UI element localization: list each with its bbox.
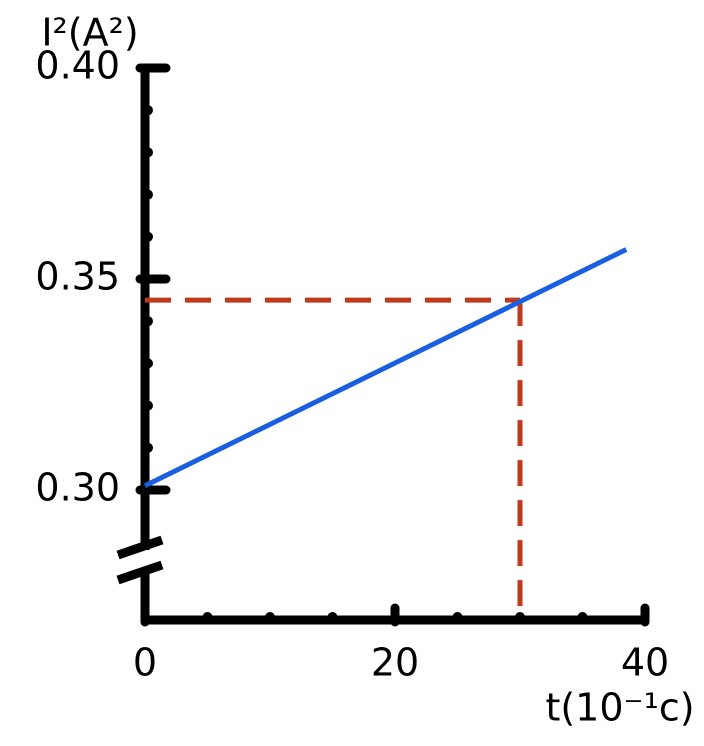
data-line bbox=[143, 247, 628, 489]
x-minor-tick bbox=[452, 612, 463, 622]
x-minor-tick bbox=[515, 612, 525, 622]
x-minor-tick bbox=[202, 612, 213, 622]
y-minor-tick bbox=[143, 147, 153, 158]
y-tick-label: 0.30 bbox=[35, 466, 120, 510]
x-minor-tick bbox=[577, 612, 588, 622]
x-minor-tick bbox=[265, 612, 275, 622]
x-tick-label: 40 bbox=[621, 641, 669, 685]
axes bbox=[116, 64, 648, 625]
axis-break bbox=[116, 560, 164, 585]
x-axis-label: t(10⁻¹c) bbox=[545, 686, 694, 730]
axis-break bbox=[116, 535, 164, 560]
x-tick-label: 0 bbox=[133, 641, 157, 685]
y-minor-tick bbox=[143, 400, 153, 411]
y-minor-tick bbox=[143, 105, 153, 116]
y-minor-tick bbox=[143, 316, 153, 327]
y-minor-tick bbox=[143, 358, 153, 369]
y-minor-tick bbox=[143, 189, 153, 200]
y-tick-label: 0.35 bbox=[35, 255, 120, 299]
x-tick-label: 20 bbox=[371, 641, 419, 685]
y-tick-label: 0.40 bbox=[35, 44, 120, 88]
y-minor-tick bbox=[143, 442, 153, 453]
y-axis-label: I²(A²) bbox=[41, 11, 138, 55]
x-minor-tick bbox=[327, 612, 338, 622]
y-minor-tick bbox=[143, 231, 153, 242]
